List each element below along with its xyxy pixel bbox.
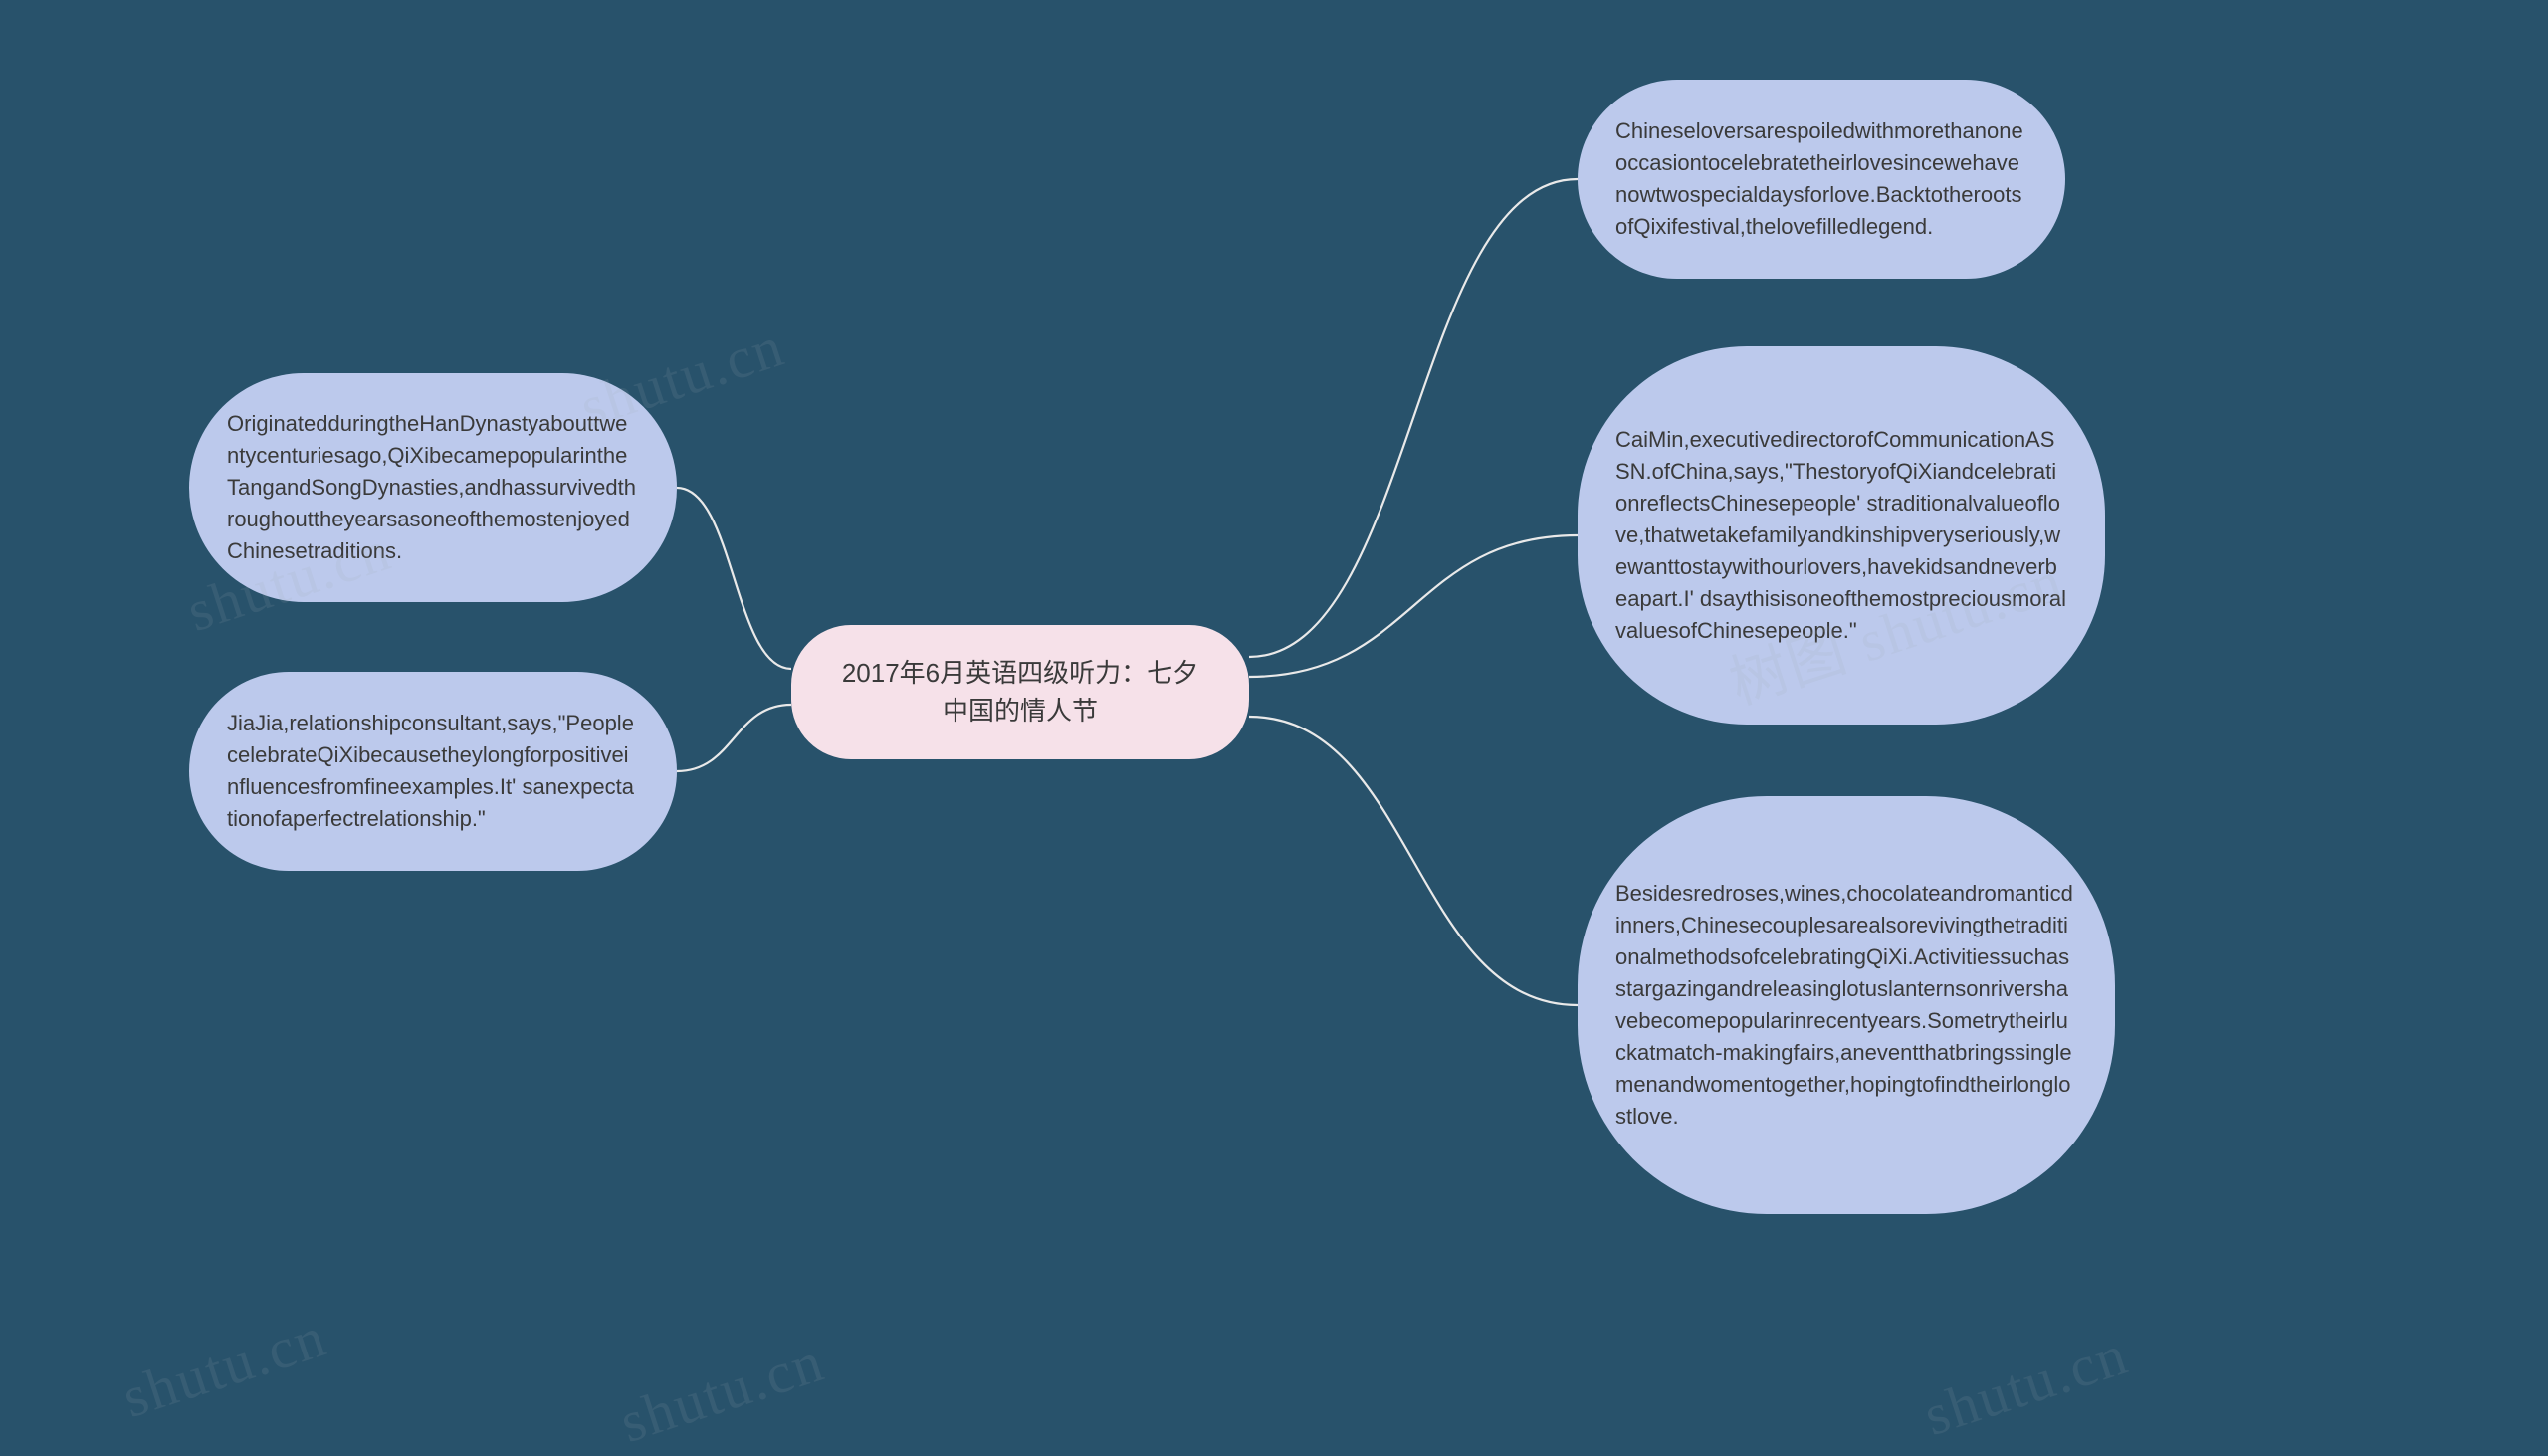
leaf-node-right2: CaiMin,executivedirectorofCommunicationA… — [1578, 346, 2105, 725]
leaf-node-left1: OriginatedduringtheHanDynastyabouttwenty… — [189, 373, 677, 602]
leaf-node-right3: Besidesredroses,wines,chocolateandromant… — [1578, 796, 2115, 1214]
leaf-node-left2: JiaJia,relationshipconsultant,says,"Peop… — [189, 672, 677, 871]
leaf-node-text-right2: CaiMin,executivedirectorofCommunicationA… — [1615, 424, 2067, 646]
connector-right1 — [1249, 179, 1578, 657]
leaf-node-text-left1: OriginatedduringtheHanDynastyabouttwenty… — [227, 408, 639, 566]
connector-right3 — [1249, 717, 1578, 1005]
mindmap-canvas: 2017年6月英语四级听力：七夕中国的情人节 Originatedduringt… — [0, 0, 2548, 1416]
leaf-node-right1: Chineseloversarespoiledwithmorethanoneoc… — [1578, 80, 2065, 279]
leaf-node-text-left2: JiaJia,relationshipconsultant,says,"Peop… — [227, 708, 639, 835]
connector-right2 — [1249, 535, 1578, 677]
center-node: 2017年6月英语四级听力：七夕中国的情人节 — [791, 625, 1249, 759]
connector-left1 — [677, 488, 791, 669]
connector-left2 — [677, 705, 791, 771]
leaf-node-text-right3: Besidesredroses,wines,chocolateandromant… — [1615, 878, 2077, 1132]
center-node-label: 2017年6月英语四级听力：七夕中国的情人节 — [836, 655, 1204, 729]
leaf-node-text-right1: Chineseloversarespoiledwithmorethanoneoc… — [1615, 115, 2027, 243]
